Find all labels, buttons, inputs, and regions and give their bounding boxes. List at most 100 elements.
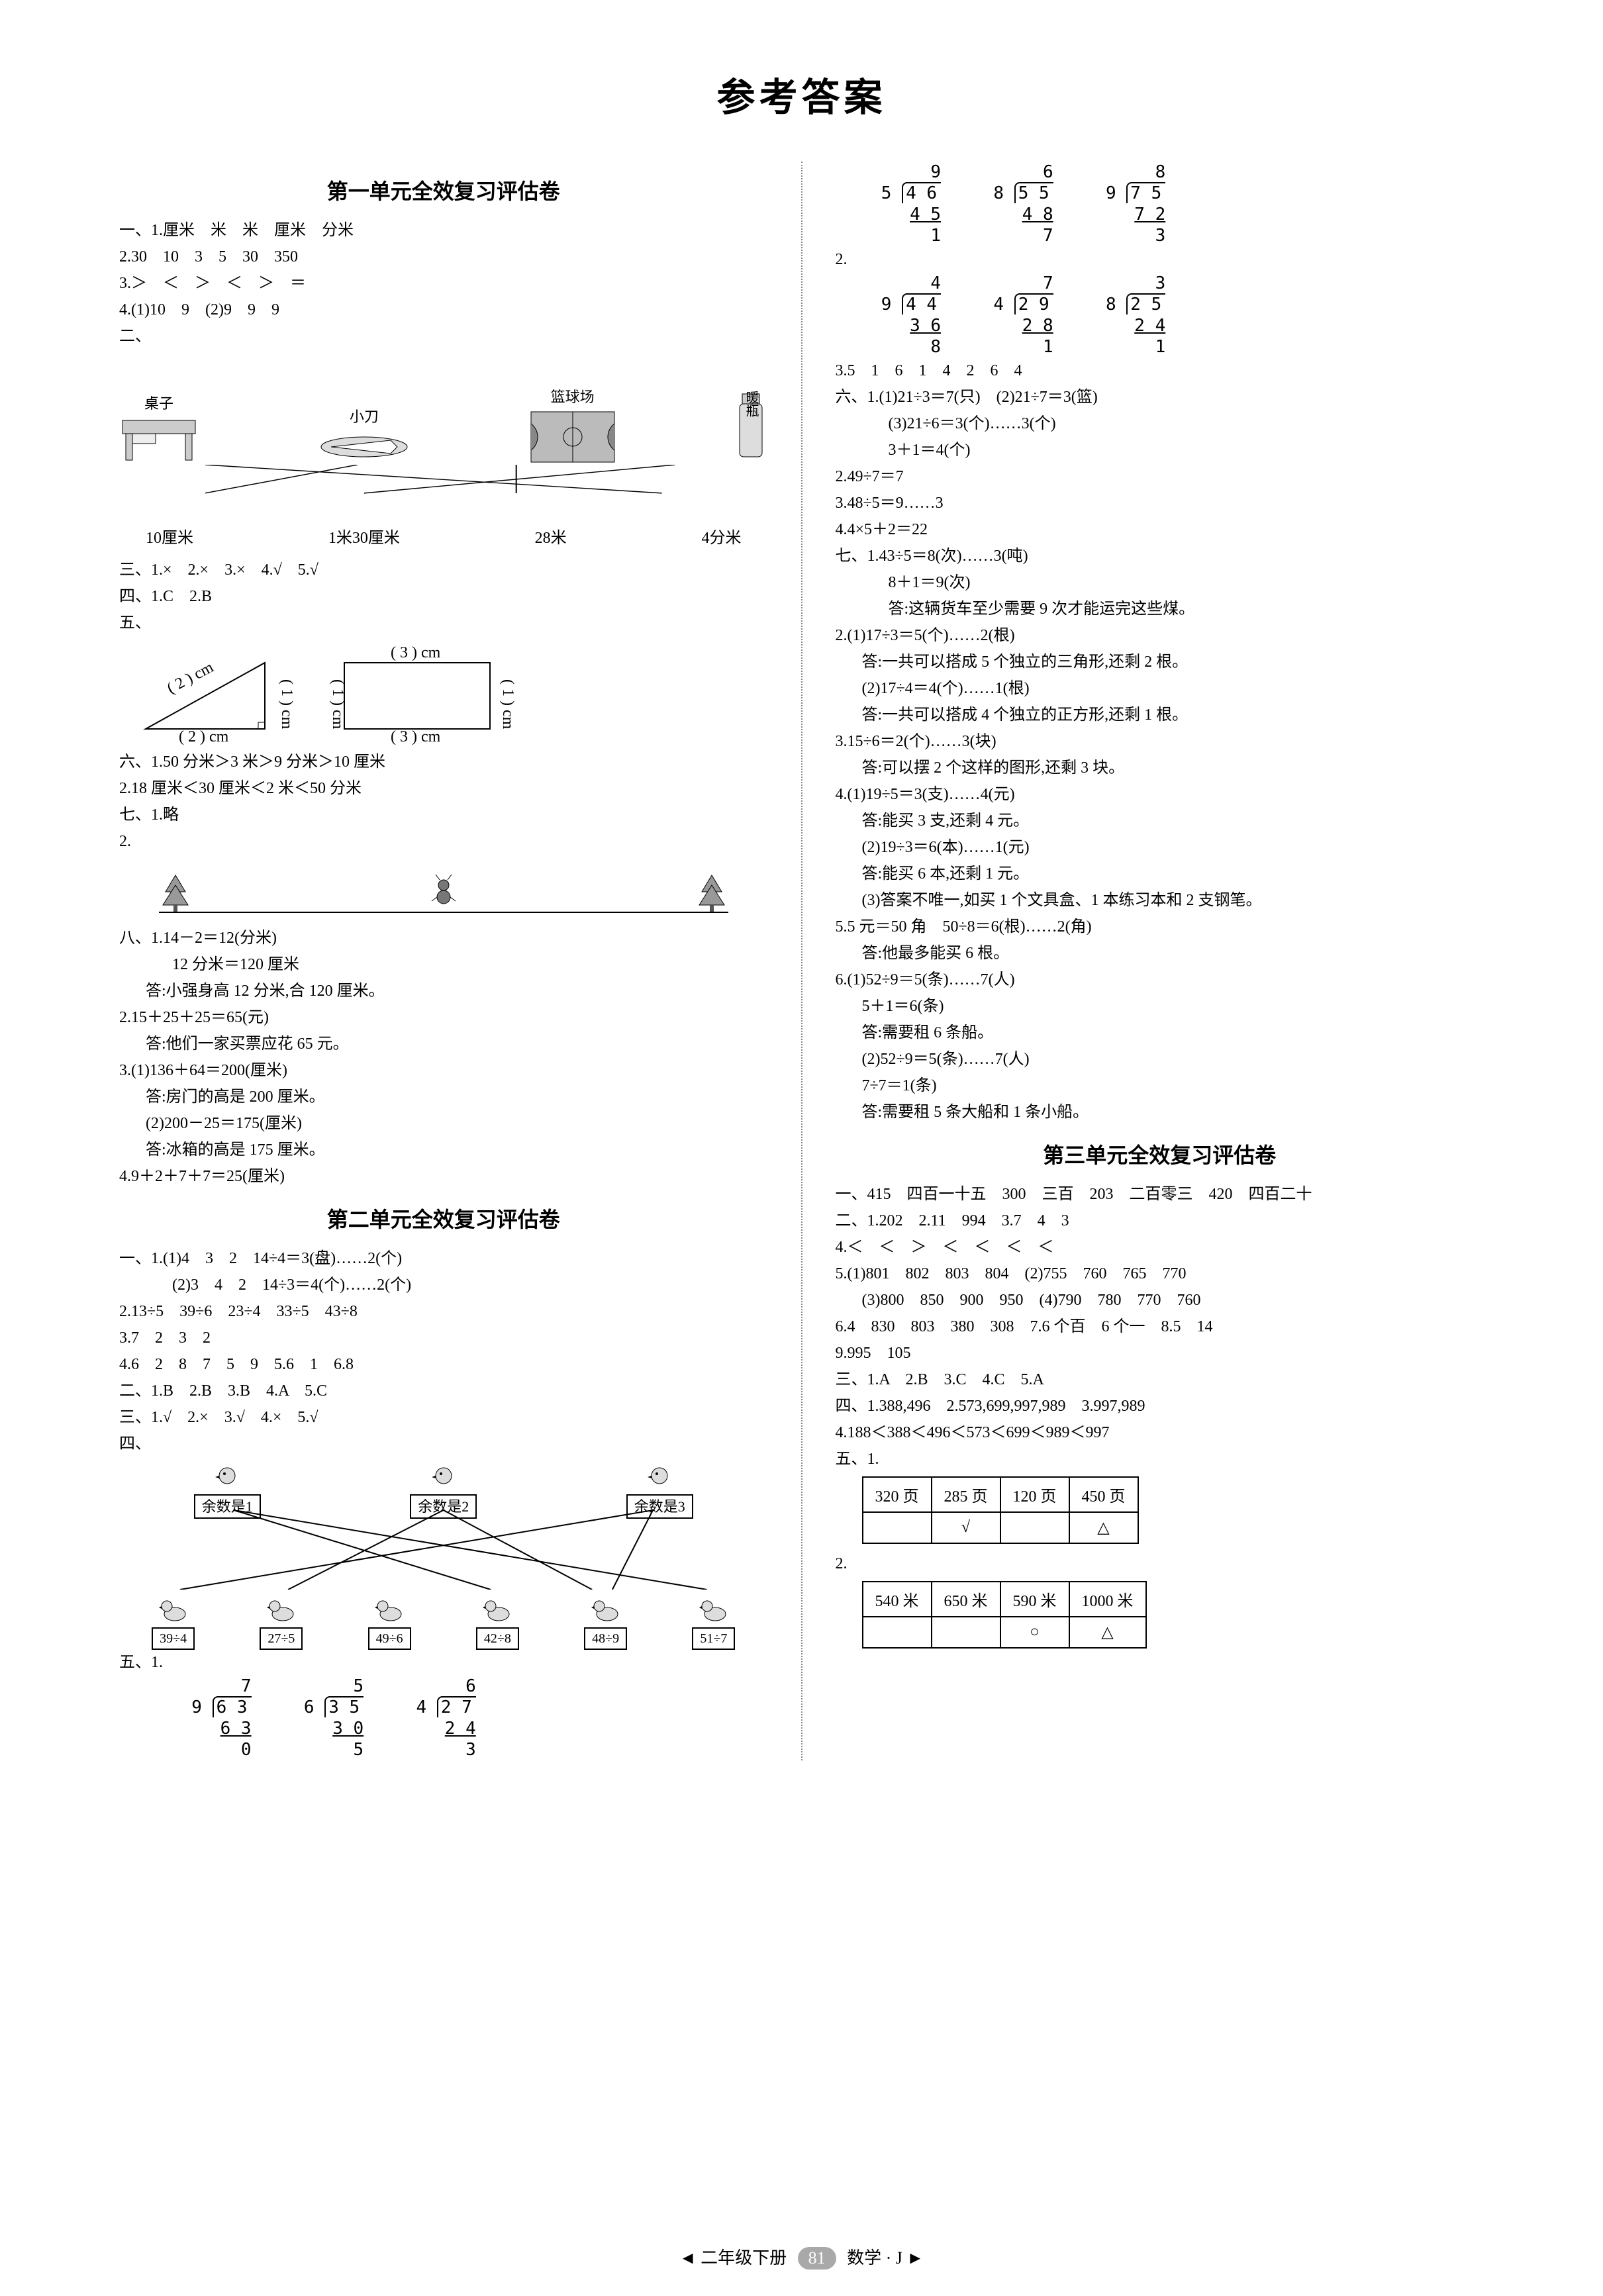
chick-icon	[646, 1464, 673, 1490]
long-division: 49 4 4 3 6 8	[869, 273, 942, 358]
text-line: 二、1.B 2.B 3.B 4.A 5.C	[119, 1378, 768, 1404]
text-line: 答:能买 6 本,还剩 1 元。	[836, 861, 1484, 887]
text-line: 答:他最多能买 6 根。	[836, 940, 1484, 967]
column-divider	[801, 162, 802, 1760]
shape-label: ( 3 ) cm	[391, 644, 440, 662]
right-column: 95 4 6 4 5 1 68 5 5 4 8 7 89 7 5 7 2 3 2…	[836, 162, 1484, 1760]
table-pages: 320 页 285 页 120 页 450 页 √ △	[862, 1476, 1139, 1544]
duck-icon	[483, 1596, 512, 1625]
text-line: 12 分米＝120 厘米	[119, 951, 768, 978]
graph-bottom-node: 27÷5	[260, 1596, 303, 1647]
two-column-layout: 第一单元全效复习评估卷 一、1.厘米 米 米 厘米 分米 2.30 10 3 5…	[119, 162, 1484, 1760]
text-line: 六、1.50 分米＞3 米＞9 分米＞10 厘米	[119, 749, 768, 775]
text-line: 3＋1＝4(个)	[836, 437, 1484, 463]
text-line: 6.(1)52÷9＝5(条)……7(人)	[836, 967, 1484, 993]
text-line: 五、	[119, 610, 768, 636]
duck-icon	[699, 1596, 728, 1625]
text-line: 4.(1)10 9 (2)9 9 9	[119, 297, 768, 323]
text-line: 3.15÷6＝2(个)……3(块)	[836, 728, 1484, 755]
text-line: 4.188＜388＜496＜573＜699＜989＜997	[836, 1419, 1484, 1446]
text-line: 2.49÷7＝7	[836, 463, 1484, 490]
text-line: 3.5 1 6 1 4 2 6 4	[836, 358, 1484, 384]
text-line: (2)19÷3＝6(本)……1(元)	[836, 834, 1484, 861]
desk-icon	[119, 417, 199, 463]
text-line: 四、	[119, 1431, 768, 1457]
text-line: 六、1.(1)21÷3＝7(只) (2)21÷7＝3(篮)	[836, 384, 1484, 410]
fig-knife: 小刀	[318, 405, 411, 463]
fig-label: 暖瓶	[742, 391, 761, 417]
text-line: 二、1.202 2.11 994 3.7 4 3	[836, 1208, 1484, 1234]
table-cell: 285 页	[932, 1477, 1000, 1512]
table-meters: 540 米 650 米 590 米 1000 米 ○ △	[862, 1581, 1147, 1649]
long-division-row: 49 4 4 3 6 8 74 2 9 2 8 1 38 2 5 2 4 1	[836, 273, 1484, 358]
graph-label: 48÷9	[584, 1627, 627, 1650]
table-cell: △	[1069, 1512, 1138, 1543]
text-line: 四、1.388,496 2.573,699,997,989 3.997,989	[836, 1393, 1484, 1419]
text-line: 4.9＋2＋7＋7＝25(厘米)	[119, 1163, 768, 1190]
text-line: 8＋1＝9(次)	[836, 569, 1484, 596]
graph-label: 49÷6	[368, 1627, 411, 1650]
text-line: (2)3 4 2 14÷3＝4(个)……2(个)	[119, 1272, 768, 1298]
chick-icon	[214, 1464, 240, 1490]
text-line: 4.(1)19÷5＝3(支)……4(元)	[836, 781, 1484, 808]
text-line: 答:小强身高 12 分米,合 120 厘米。	[119, 978, 768, 1004]
graph-top-node: 余数是2	[410, 1464, 477, 1516]
shape-label: ( 3 ) cm	[391, 728, 440, 746]
fig-desk: 桌子	[119, 392, 199, 463]
table-cell: 650 米	[932, 1582, 1000, 1617]
table-cell	[863, 1617, 932, 1648]
text-line: 五、1.	[836, 1446, 1484, 1472]
graph-label: 51÷7	[692, 1627, 735, 1650]
matching-lines	[146, 465, 742, 498]
chick-icon	[430, 1464, 457, 1490]
graph-bottom-node: 49÷6	[368, 1596, 411, 1647]
text-line: 答:他们一家买票应花 65 元。	[119, 1031, 768, 1057]
table-cell	[863, 1512, 932, 1543]
table-cell: √	[932, 1512, 1000, 1543]
long-division-row: 95 4 6 4 5 1 68 5 5 4 8 7 89 7 5 7 2 3	[836, 162, 1484, 246]
footer-right: 数学 · J ►	[847, 2248, 924, 2268]
fig-label: 4分米	[701, 524, 741, 548]
table-cell: 450 页	[1069, 1477, 1138, 1512]
table-row: 540 米 650 米 590 米 1000 米	[863, 1582, 1146, 1617]
footer-left: ◄ 二年级下册	[679, 2248, 787, 2268]
text-line: 7÷7＝1(条)	[836, 1073, 1484, 1099]
table-cell: 540 米	[863, 1582, 932, 1617]
table-cell: 1000 米	[1069, 1582, 1146, 1617]
rectangle-figure: ( 3 ) cm ( 1 ) cm ( 3 ) cm ( 1 ) cm	[331, 643, 530, 742]
text-line: 一、415 四百一十五 300 三百 203 二百零三 420 四百二十	[836, 1181, 1484, 1208]
fig-bottom-labels: 10厘米 1米30厘米 28米 4分米	[146, 524, 742, 548]
table-cell: △	[1069, 1617, 1146, 1648]
text-line: 一、1.厘米 米 米 厘米 分米	[119, 217, 768, 244]
long-division: 64 2 7 2 4 3	[403, 1676, 476, 1760]
page-title: 参考答案	[119, 66, 1484, 122]
duck-icon	[267, 1596, 296, 1625]
duck-icon	[375, 1596, 404, 1625]
graph-edges	[119, 1510, 768, 1590]
text-line: 答:一共可以搭成 5 个独立的三角形,还剩 2 根。	[836, 649, 1484, 675]
text-line: 2.18 厘米＜30 厘米＜2 米＜50 分米	[119, 775, 768, 802]
text-line: 2.	[836, 1551, 1484, 1577]
shape-label: ( 2 ) cm	[179, 728, 228, 746]
fig-label: 1米30厘米	[328, 524, 400, 548]
graph-top-node: 余数是1	[194, 1464, 261, 1516]
graph-bottom-node: 42÷8	[476, 1596, 519, 1647]
text-line: 2.30 10 3 5 30 350	[119, 244, 768, 270]
graph-bottom-node: 39÷4	[152, 1596, 195, 1647]
text-line: 答:需要租 6 条船。	[836, 1020, 1484, 1046]
page-footer: ◄ 二年级下册 81 数学 · J ►	[0, 2244, 1603, 2270]
text-line: 四、1.C 2.B	[119, 583, 768, 610]
text-line: 3.7 2 3 2	[119, 1325, 768, 1351]
fig-court: 篮球场	[530, 385, 616, 463]
text-line: 4.＜ ＜ ＞ ＜ ＜ ＜ ＜	[836, 1234, 1484, 1261]
fig-thermos: 暖瓶	[734, 391, 767, 463]
text-line: 答:房门的高是 200 厘米。	[119, 1084, 768, 1110]
table-row: √ △	[863, 1512, 1138, 1543]
text-line: 5＋1＝6(条)	[836, 993, 1484, 1020]
text-line: 5.(1)801 802 803 804 (2)755 760 765 770	[836, 1261, 1484, 1287]
long-division-row: 79 6 3 6 3 0 56 3 5 3 0 5 64 2 7 2 4 3	[119, 1676, 768, 1760]
text-line: 七、1.略	[119, 802, 768, 828]
fig-label: 桌子	[144, 392, 173, 413]
text-line: 答:需要租 5 条大船和 1 条小船。	[836, 1099, 1484, 1125]
text-line: (3)答案不唯一,如买 1 个文具盒、1 本练习本和 2 支钢笔。	[836, 887, 1484, 914]
